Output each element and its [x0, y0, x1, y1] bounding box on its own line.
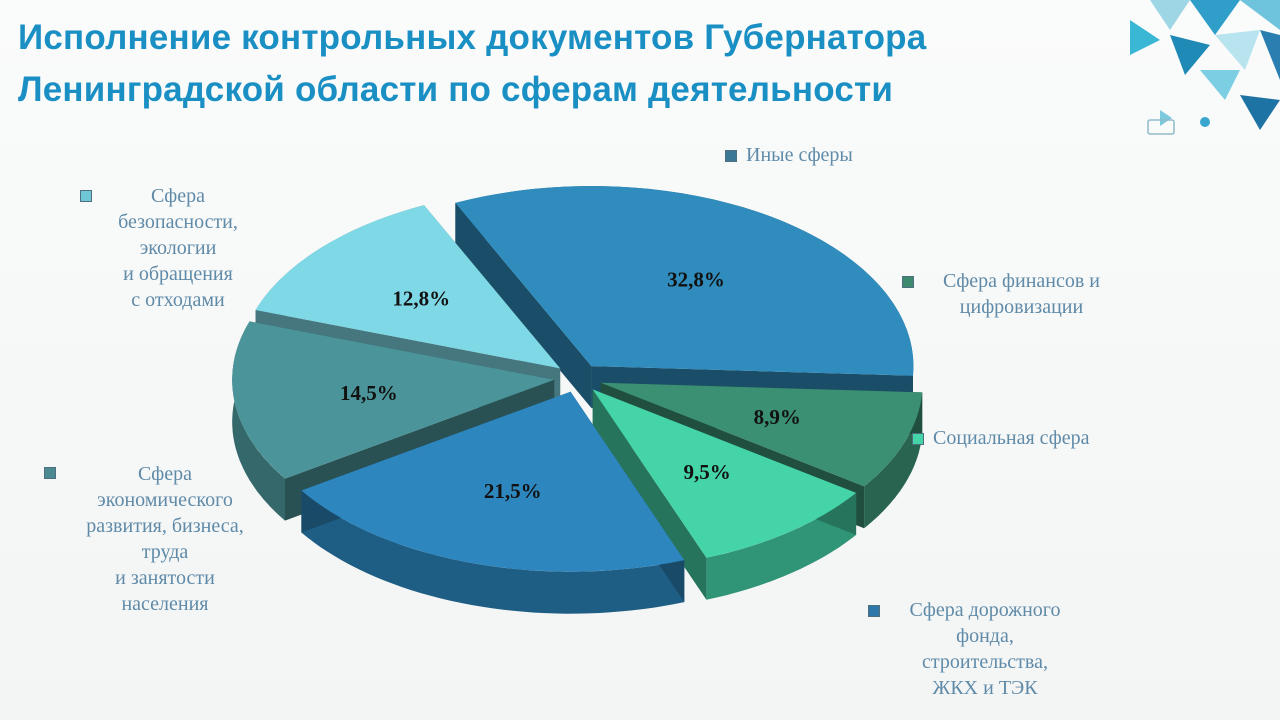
legend-other: Иные сферы	[746, 142, 853, 168]
legend-economy-line2: экономического	[97, 489, 233, 511]
legend-security-line4: и обращения	[123, 263, 233, 285]
legend-economy-line6: населения	[121, 593, 209, 615]
data-label-6: 12,8%	[392, 287, 450, 311]
pie-slice-wall	[592, 389, 707, 600]
title-line-1: Исполнение контрольных документов Губерн…	[18, 18, 927, 57]
legend-economy-swatch	[44, 467, 56, 479]
legend-security-line2: безопасности,	[118, 211, 238, 233]
decorative-triangles-graphic	[1130, 0, 1280, 135]
data-label-5: 14,5%	[340, 381, 398, 405]
legend-economy-line5: и занятости	[115, 567, 215, 589]
legend-economy-line3: развития, бизнеса,	[86, 515, 244, 537]
pie-slice-wall	[455, 202, 592, 409]
pie-slice-4	[301, 391, 685, 614]
legend-economy-line4: труда	[141, 541, 189, 563]
pie-slice-top	[455, 186, 914, 376]
slide-title: Исполнение контрольных документов Губерн…	[18, 12, 1098, 116]
legend-economy: Сфера экономического развития, бизнеса, …	[55, 461, 275, 617]
legend-economy-line1: Сфера	[137, 463, 193, 485]
legend-other-swatch	[725, 150, 737, 162]
data-label-2: 8,9%	[754, 405, 801, 429]
title-line-2: Ленинградской области по сферам деятельн…	[18, 70, 894, 109]
legend-road-line2: фонда,	[956, 625, 1014, 647]
pie-slice-top	[255, 205, 561, 369]
legend-finance-line2: цифровизации	[959, 296, 1084, 318]
legend-security-line3: экологии	[139, 237, 217, 259]
legend-security-swatch	[80, 190, 92, 202]
legend-road: Сфера дорожного фонда, строительства, ЖК…	[880, 597, 1090, 701]
legend-finance-line1: Сфера финансов и	[942, 270, 1101, 292]
pie-slice-top	[600, 382, 923, 487]
legend-finance: Сфера финансов и цифровизации	[919, 268, 1124, 320]
pie-slice-side	[864, 392, 923, 529]
data-label-3: 9,5%	[683, 460, 730, 484]
legend-social-label: Социальная сфера	[933, 427, 1090, 449]
pie-slice-top	[592, 389, 857, 558]
pie-slice-side	[301, 490, 685, 614]
legend-social-swatch	[912, 433, 924, 445]
data-label-1: 32,8%	[667, 268, 725, 292]
legend-road-swatch	[868, 605, 880, 617]
pie-slice-side	[232, 321, 285, 521]
legend-finance-swatch	[902, 276, 914, 288]
data-label-4: 21,5%	[484, 479, 542, 503]
legend-road-line4: ЖКХ и ТЭК	[932, 677, 1038, 699]
pie-slice-3	[592, 389, 857, 600]
legend-road-line3: строительства,	[922, 651, 1048, 673]
legend-security-line1: Сфера	[150, 185, 206, 207]
legend-other-label: Иные сферы	[746, 144, 853, 166]
legend-security-line5: с отходами	[131, 289, 225, 311]
legend-social: Социальная сфера	[933, 425, 1090, 451]
legend-road-line1: Сфера дорожного	[909, 599, 1061, 621]
pie-slice-top	[301, 391, 685, 572]
legend-security: Сфера безопасности, экологии и обращения…	[88, 183, 268, 313]
pie-slice-top	[232, 321, 555, 479]
